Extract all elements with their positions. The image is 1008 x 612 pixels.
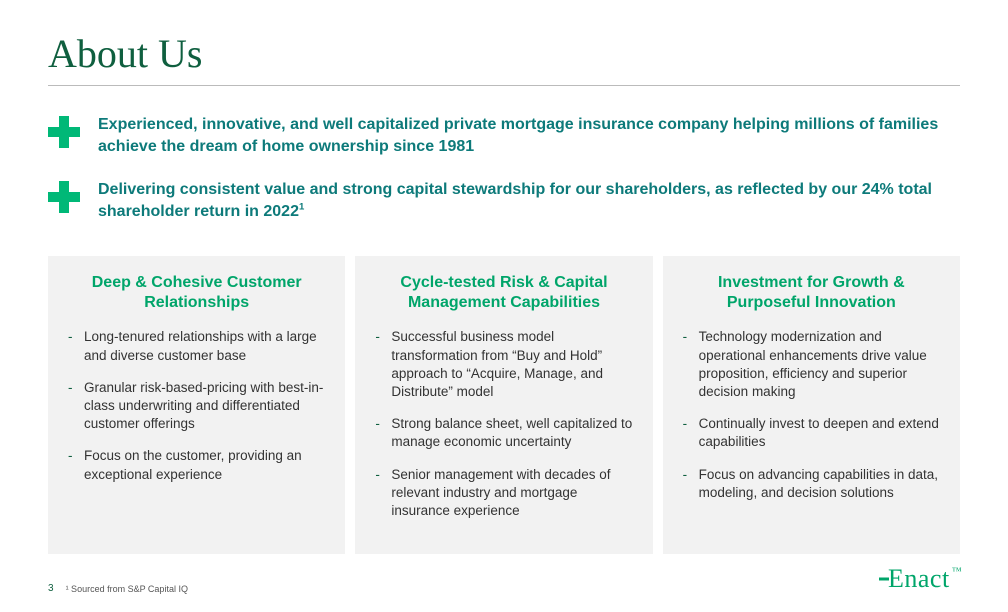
list-item: Focus on advancing capabilities in data,… [681, 466, 942, 502]
list-item: Technology modernization and operational… [681, 328, 942, 401]
logo-e-letter: E [888, 564, 904, 594]
logo-tm: ™ [952, 566, 962, 577]
page-number: 3 [48, 583, 54, 594]
list-item: Long-tenured relationships with a large … [66, 328, 327, 364]
list-item: Strong balance sheet, well capitalized t… [373, 415, 634, 451]
column-3-title: Investment for Growth & Purposeful Innov… [681, 272, 942, 314]
footnote: ¹ Sourced from S&P Capital IQ [66, 584, 188, 594]
column-3: Investment for Growth & Purposeful Innov… [663, 256, 960, 554]
brand-logo: Enact™ [888, 564, 960, 594]
column-3-list: Technology modernization and operational… [681, 328, 942, 502]
plus-icon [48, 116, 80, 148]
column-1: Deep & Cohesive Customer Relationships L… [48, 256, 345, 554]
list-item: Granular risk-based-pricing with best-in… [66, 379, 327, 434]
headline-sup: 1 [299, 201, 304, 212]
column-2-title: Cycle-tested Risk & Capital Management C… [373, 272, 634, 314]
column-1-list: Long-tenured relationships with a large … [66, 328, 327, 484]
list-item: Focus on the customer, providing an exce… [66, 447, 327, 483]
list-item: Continually invest to deepen and extend … [681, 415, 942, 451]
logo-text: nact [904, 564, 949, 593]
footer: 3 ¹ Sourced from S&P Capital IQ Enact™ [48, 564, 960, 594]
column-2: Cycle-tested Risk & Capital Management C… [355, 256, 652, 554]
column-2-list: Successful business model transformation… [373, 328, 634, 520]
slide: About Us Experienced, innovative, and we… [0, 0, 1008, 612]
headline-text-1: Experienced, innovative, and well capita… [98, 114, 960, 157]
list-item: Successful business model transformation… [373, 328, 634, 401]
page-title: About Us [48, 30, 960, 86]
plus-icon [48, 181, 80, 213]
headline-row-1: Experienced, innovative, and well capita… [48, 114, 960, 157]
footnote-wrap: 3 ¹ Sourced from S&P Capital IQ [48, 583, 188, 594]
headline-text-2: Delivering consistent value and strong c… [98, 179, 960, 222]
columns-container: Deep & Cohesive Customer Relationships L… [48, 256, 960, 554]
headline-row-2: Delivering consistent value and strong c… [48, 179, 960, 222]
headline-text-2-body: Delivering consistent value and strong c… [98, 181, 932, 220]
list-item: Senior management with decades of releva… [373, 466, 634, 521]
column-1-title: Deep & Cohesive Customer Relationships [66, 272, 327, 314]
